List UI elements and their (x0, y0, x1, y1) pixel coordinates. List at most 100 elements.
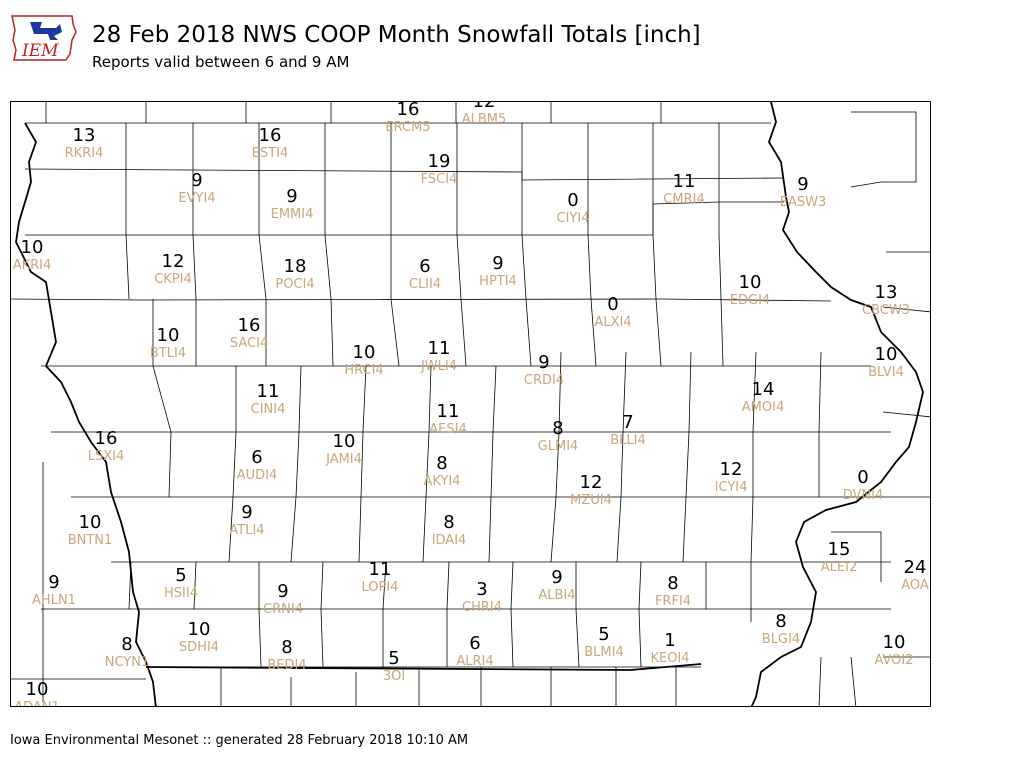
map-boundaries (11, 102, 930, 706)
snowfall-value: 18 (283, 256, 307, 277)
station-id: CRNI4 (263, 602, 303, 617)
station-marker: 8 FRFI4 (654, 574, 692, 610)
station-marker: 9 EVYI4 (178, 171, 215, 207)
station-id: ALEI2 (820, 560, 858, 575)
station-id: HPTI4 (479, 274, 517, 289)
station-marker: 16 ERCM5 (385, 101, 430, 135)
snowfall-value: 16 (258, 125, 282, 146)
station-marker: 12 CKPI4 (154, 251, 192, 288)
snowfall-value: 12 (579, 472, 603, 493)
snowfall-value: 10 (20, 237, 44, 258)
station-marker: 9 CRDI4 (524, 353, 564, 389)
station-id: BLLI4 (610, 433, 646, 448)
station-id: ADAN1 (14, 700, 60, 706)
station-id: BEDI4 (267, 658, 307, 673)
station-id: CBCW3 (862, 303, 910, 318)
station-id: CHRI4 (462, 600, 502, 615)
station-marker: 0 ALXI4 (594, 295, 632, 331)
snowfall-value: 6 (469, 633, 481, 654)
station-id: HSII4 (164, 586, 198, 601)
snowfall-value: 12 (161, 251, 185, 272)
station-marker: 5 BLMI4 (584, 624, 624, 661)
station-id: ESTI4 (251, 146, 289, 161)
snowfall-value: 3 (476, 579, 488, 600)
station-id: GLMI4 (537, 439, 579, 454)
station-id: BLVI4 (868, 365, 904, 380)
snowfall-value: 6 (419, 256, 431, 277)
station-marker: 18 POCI4 (275, 256, 314, 293)
station-marker: 15 ALEI2 (820, 540, 858, 576)
snowfall-value: 16 (396, 101, 420, 120)
station-marker: 10ADAN1 (14, 680, 60, 707)
page-subtitle: Reports valid between 6 and 9 AM (92, 53, 350, 71)
station-id: SDHI4 (178, 640, 220, 655)
station-marker: 6 CLII4 (409, 256, 441, 293)
station-id: ATLI4 (229, 523, 265, 538)
station-marker: 7 BLLI4 (610, 413, 646, 449)
snowfall-value: 9 (241, 502, 253, 523)
snowfall-value: 10 (882, 632, 906, 653)
station-id: FRFI4 (654, 594, 692, 609)
station-marker: 10 SDHI4 (178, 620, 220, 656)
logo-text: IEM (21, 41, 59, 61)
snowfall-map: 13 RKRI4 16 ESTI4 16 ERCM5 12 ALBM5 19 FSCI4 … (10, 101, 931, 707)
station-marker: 9 ATLI4 (229, 502, 265, 539)
snowfall-value: 13 (874, 282, 898, 303)
snowfall-value: 11 (368, 559, 392, 580)
snowfall-value: 5 (598, 624, 610, 645)
snowfall-value: 10 (156, 325, 180, 346)
snowfall-value: 13 (72, 125, 96, 146)
snowfall-value: 9 (797, 174, 809, 195)
station-id: CKPI4 (154, 272, 192, 287)
station-id: NCYN1 (104, 655, 150, 670)
snowfall-value: 5 (175, 565, 187, 586)
station-marker: 10 JAMI4 (326, 432, 362, 468)
snowfall-value: 5 (388, 648, 400, 669)
snowfall-value: 11 (672, 171, 696, 192)
station-marker: 13 CBCW3 (862, 282, 910, 319)
station-marker: 10 BTLI4 (150, 325, 186, 362)
snowfall-value: 8 (436, 453, 448, 474)
station-marker: 9 ALBI4 (538, 568, 575, 604)
snowfall-value: 10 (78, 512, 102, 533)
snowfall-value: 11 (256, 381, 280, 402)
snowfall-value: 12 (472, 101, 496, 112)
snowfall-value: 0 (857, 467, 869, 488)
station-marker: 11 CMRI4 (663, 171, 704, 208)
iem-logo: IEM (10, 10, 78, 66)
station-id: EASW3 (779, 195, 827, 210)
station-marker: 12 ICYI4 (715, 459, 748, 496)
station-marker: 0 DVNI4 (843, 467, 884, 504)
station-id: JWLI4 (420, 359, 458, 374)
station-id: BLGI4 (761, 632, 801, 647)
station-marker: 16 ESTI4 (251, 125, 289, 162)
station-id: CINI4 (250, 402, 286, 417)
station-id: ALXI4 (594, 315, 632, 330)
snowfall-value: 24 (903, 557, 927, 578)
station-marker: 10 BLVI4 (868, 344, 904, 381)
station-id: AHLN1 (32, 593, 76, 608)
station-id: 3OI (382, 669, 406, 684)
snowfall-value: 10 (25, 679, 49, 700)
station-id: BLMI4 (584, 645, 624, 660)
station-marker: 14 AMOI4 (742, 380, 784, 416)
snowfall-value: 8 (552, 418, 564, 439)
snowfall-value: 12 (719, 459, 743, 480)
station-marker: 10 BNTN1 (68, 512, 113, 549)
station-id: IDAI4 (431, 533, 467, 548)
snowfall-value: 10 (874, 344, 898, 365)
station-id: ALBM5 (461, 112, 507, 127)
snowfall-value: 8 (281, 637, 293, 658)
station-marker: 10 AVOI2 (874, 632, 913, 669)
station-marker: 9 EMMI4 (271, 187, 314, 223)
station-marker: 5 3OI (382, 648, 406, 685)
station-id: ALRI4 (456, 654, 494, 669)
snowfall-value: 10 (738, 272, 762, 293)
station-marker: 9 AHLN1 (32, 572, 76, 609)
station-marker: 16 SACI4 (230, 316, 268, 352)
station-marker: 3 CHRI4 (462, 579, 502, 616)
station-marker: 1 KEOI4 (650, 631, 689, 667)
station-marker: 9 EASW3 (779, 174, 827, 211)
station-marker: 8 BEDI4 (267, 637, 307, 674)
snowfall-value: 9 (48, 572, 60, 593)
